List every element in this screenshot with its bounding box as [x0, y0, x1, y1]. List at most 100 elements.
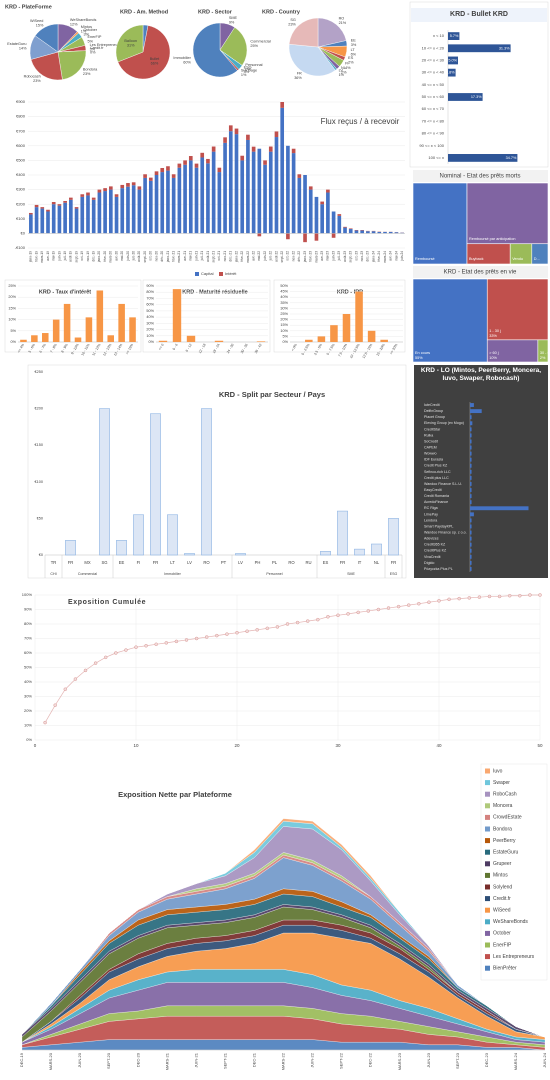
- bar: [96, 290, 104, 342]
- pie-slice: [117, 25, 171, 80]
- slice-value: 9%: [229, 20, 235, 24]
- bar: [263, 160, 267, 165]
- legend-label: Mintos: [493, 873, 508, 879]
- bar: [286, 233, 290, 240]
- legend-swatch: [195, 272, 199, 276]
- bar: [211, 151, 216, 234]
- bar: [470, 548, 472, 553]
- bar: [160, 167, 165, 173]
- cell-label: En cours: [415, 351, 430, 355]
- bar: [217, 167, 222, 173]
- point: [124, 648, 128, 652]
- x-tick-label: FR: [340, 560, 346, 565]
- point: [477, 595, 482, 599]
- bar: [186, 335, 196, 342]
- slice-value: 60%: [183, 61, 191, 65]
- bar: [184, 553, 195, 556]
- x-tick-label: <= 0: [158, 343, 165, 351]
- bar: [116, 540, 127, 556]
- bar: [470, 518, 472, 523]
- bar: [342, 314, 351, 342]
- slice-label: LT: [351, 48, 356, 52]
- bar: [470, 415, 472, 420]
- slice-value: 14%: [19, 46, 27, 50]
- bar: [131, 182, 136, 186]
- point: [497, 594, 502, 599]
- x-tick-label: mai-19: [52, 251, 56, 261]
- y-tick-label: x < 10: [433, 33, 445, 38]
- x-tick-label: mars-19: [40, 251, 44, 263]
- x-tick-label: 10: [133, 743, 139, 748]
- legend-swatch: [485, 861, 490, 867]
- slice-label: Mintos: [81, 25, 92, 29]
- y-tick-label: 0%: [283, 340, 289, 344]
- bar: [85, 317, 93, 342]
- x-tick-label: oct.-19: [80, 251, 84, 261]
- bar: [320, 204, 325, 234]
- slice-value: 2%: [348, 60, 354, 64]
- x-tick-label: juin-24: [400, 251, 404, 262]
- bar: [470, 500, 472, 505]
- bar: [63, 200, 67, 203]
- slice-label: FI: [345, 61, 348, 65]
- x-tick-label: juin-21: [194, 251, 198, 262]
- legend-label: EstateGuru: [493, 850, 519, 856]
- bar: [337, 510, 348, 556]
- x-tick-label: 10 - 12.5%: [349, 343, 361, 359]
- slice-value: 3%: [351, 43, 357, 47]
- bar: [470, 488, 472, 492]
- bar: [470, 482, 472, 486]
- bar: [52, 319, 60, 342]
- x-tick-label: févr.-20: [103, 251, 107, 262]
- point: [437, 599, 441, 603]
- y-tick-label: 70%: [146, 296, 154, 300]
- point: [386, 606, 391, 610]
- x-tick-label: 6 - 12: [185, 343, 193, 353]
- x-tick-label: 40: [436, 743, 442, 748]
- y-tick-label: €900: [16, 99, 26, 104]
- bar: [448, 56, 458, 65]
- bar: [355, 291, 363, 342]
- bar: [160, 172, 165, 234]
- bar: [188, 156, 193, 161]
- data-label: 5.0%: [448, 58, 457, 62]
- bar: [154, 175, 159, 234]
- x-tick-label: oct.-22: [286, 251, 290, 261]
- legend-label: Capital: [201, 271, 214, 276]
- x-tick-label: 30: [335, 743, 341, 748]
- x-tick-label: juil.-22: [269, 251, 273, 262]
- slice-value: 1%: [339, 73, 345, 77]
- legend-label: Moncera: [493, 803, 513, 809]
- point: [528, 593, 532, 597]
- bar: [137, 189, 142, 234]
- x-tick-label: juil.-19: [63, 251, 67, 262]
- y-tick-label: €800: [16, 114, 26, 119]
- y-tick-label: IuteCredit: [424, 403, 440, 407]
- legend-swatch: [485, 954, 490, 960]
- x-tick-label: 15 - 20%: [376, 343, 386, 357]
- chart-title: KRD - PlateForme: [5, 4, 52, 10]
- x-tick-label: janv.-20: [97, 251, 101, 263]
- bar: [234, 134, 239, 234]
- x-tick-label: mai-23: [326, 251, 330, 261]
- y-tick-label: 10%: [146, 334, 154, 338]
- y-tick-label: €600: [16, 143, 26, 148]
- bar: [448, 68, 456, 77]
- bar: [470, 463, 472, 468]
- x-tick-label: mars-20: [109, 251, 113, 263]
- x-tick-label: avr.-21: [183, 251, 187, 261]
- bar: [303, 233, 307, 243]
- treemap-cell: [486, 278, 549, 341]
- chart-title: Exposition Cumulée: [68, 599, 146, 606]
- bar: [360, 230, 364, 234]
- bar: [31, 335, 38, 342]
- bar: [317, 336, 326, 342]
- x-tick-label: LV: [238, 560, 243, 565]
- bar: [29, 214, 33, 234]
- slice-label: SME: [229, 16, 238, 20]
- y-tick-label: 15%: [280, 323, 288, 327]
- cell-label: D...: [534, 257, 540, 261]
- legend-label: Grupeer: [493, 861, 512, 867]
- x-tick-label: SEPT-23: [455, 1052, 460, 1069]
- x-tick-label: déc.-20: [160, 251, 164, 262]
